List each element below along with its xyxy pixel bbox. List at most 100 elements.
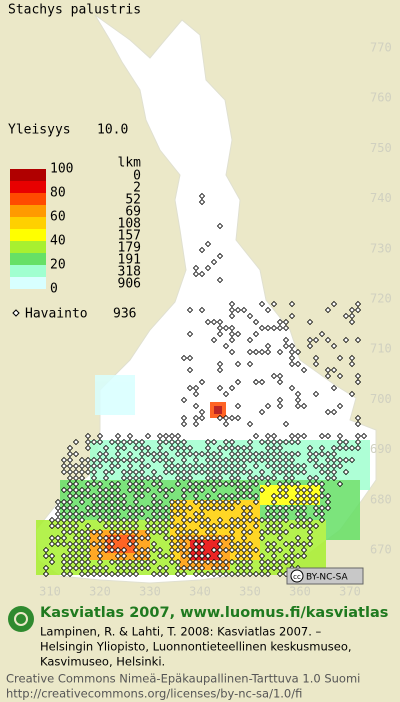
observation-dot bbox=[228, 558, 236, 566]
observation-dot bbox=[264, 570, 272, 578]
observation-dot bbox=[66, 558, 74, 566]
observation-dot bbox=[324, 306, 332, 314]
observation-dot bbox=[66, 504, 74, 512]
observation-dot bbox=[222, 468, 230, 476]
observation-dot bbox=[186, 552, 194, 560]
observation-dot bbox=[240, 510, 248, 518]
observation-dot bbox=[216, 498, 224, 506]
observation-dot bbox=[198, 192, 206, 200]
observation-dot bbox=[66, 492, 74, 500]
observation-dot bbox=[108, 558, 116, 566]
observation-dot bbox=[288, 522, 296, 530]
observation-dot bbox=[156, 438, 164, 446]
observation-dot bbox=[228, 312, 236, 320]
observation-dot bbox=[114, 492, 122, 500]
observation-dot bbox=[234, 564, 242, 572]
observation-dot bbox=[210, 522, 218, 530]
observation-dot bbox=[192, 384, 200, 392]
observation-dot bbox=[48, 516, 56, 524]
observation-dot bbox=[306, 318, 314, 326]
observation-dot bbox=[264, 444, 272, 452]
observation-dot bbox=[240, 456, 248, 464]
observation-dot bbox=[114, 546, 122, 554]
observation-dot bbox=[150, 546, 158, 554]
observation-dot bbox=[174, 450, 182, 458]
observation-dot bbox=[288, 468, 296, 476]
observation-dot bbox=[288, 540, 296, 548]
observation-dot bbox=[228, 480, 236, 488]
easting-label: 330 bbox=[139, 585, 161, 599]
observation-dot bbox=[258, 408, 266, 416]
observation-dot bbox=[222, 456, 230, 464]
observation-dot bbox=[132, 516, 140, 524]
observation-dot bbox=[258, 474, 266, 482]
legend-count: 52 bbox=[125, 193, 141, 208]
legend-count: 157 bbox=[118, 229, 141, 244]
observation-dot bbox=[294, 462, 302, 470]
observation-dot bbox=[348, 312, 356, 320]
observation-dot bbox=[276, 468, 284, 476]
observation-dot bbox=[96, 510, 104, 518]
observation-dot bbox=[108, 480, 116, 488]
observation-dot bbox=[294, 348, 302, 356]
observation-dot bbox=[138, 564, 146, 572]
observation-dot bbox=[162, 504, 170, 512]
observation-dot bbox=[84, 492, 92, 500]
observation-dot bbox=[300, 510, 308, 518]
citation-line: Kasvimuseo, Helsinki. bbox=[40, 655, 165, 669]
observation-dot bbox=[168, 558, 176, 566]
observation-dot bbox=[156, 474, 164, 482]
observation-dot bbox=[198, 498, 206, 506]
observation-dot bbox=[156, 546, 164, 554]
observation-dot bbox=[240, 480, 248, 488]
observation-dot bbox=[114, 504, 122, 512]
observation-dot bbox=[174, 432, 182, 440]
observation-dot bbox=[78, 486, 86, 494]
legend-swatch bbox=[10, 241, 46, 253]
observation-dot bbox=[240, 564, 248, 572]
observation-dot bbox=[258, 516, 266, 524]
observation-dot bbox=[198, 558, 206, 566]
observation-dot bbox=[216, 540, 224, 548]
observation-dot bbox=[216, 414, 224, 422]
observation-dot bbox=[132, 480, 140, 488]
observation-dot bbox=[240, 444, 248, 452]
observation-dot bbox=[342, 444, 350, 452]
observation-dot bbox=[72, 486, 80, 494]
observation-dot bbox=[210, 546, 218, 554]
observation-dot bbox=[90, 564, 98, 572]
observation-dot bbox=[156, 516, 164, 524]
observation-dot bbox=[336, 444, 344, 452]
observation-count: 936 bbox=[113, 307, 136, 322]
observation-dot bbox=[126, 462, 134, 470]
observation-dot bbox=[330, 474, 338, 482]
observation-dot bbox=[264, 402, 272, 410]
observation-dot bbox=[180, 492, 188, 500]
observation-dot bbox=[348, 318, 356, 326]
observation-dot bbox=[96, 540, 104, 548]
observation-dot bbox=[72, 468, 80, 476]
observation-dot bbox=[216, 330, 224, 338]
observation-dot bbox=[222, 498, 230, 506]
observation-dot bbox=[90, 570, 98, 578]
citation-line: Lampinen, R. & Lahti, T. 2008: Kasviatla… bbox=[40, 625, 322, 639]
observation-dot bbox=[258, 378, 266, 386]
observation-dot bbox=[186, 330, 194, 338]
observation-dot bbox=[138, 438, 146, 446]
observation-dot bbox=[126, 504, 134, 512]
observation-dot bbox=[330, 408, 338, 416]
observation-dot bbox=[264, 546, 272, 554]
observation-dot bbox=[210, 336, 218, 344]
observation-dot bbox=[102, 492, 110, 500]
observation-dot bbox=[210, 474, 218, 482]
observation-dot bbox=[234, 558, 242, 566]
observation-dot bbox=[216, 276, 224, 284]
observation-dot bbox=[240, 462, 248, 470]
license-badge-text: BY-NC-SA bbox=[306, 573, 349, 583]
observation-dot bbox=[132, 534, 140, 542]
observation-dot bbox=[78, 498, 86, 506]
observation-dot bbox=[228, 468, 236, 476]
observation-dot bbox=[60, 570, 68, 578]
observation-dot bbox=[108, 546, 116, 554]
observation-dot bbox=[270, 474, 278, 482]
